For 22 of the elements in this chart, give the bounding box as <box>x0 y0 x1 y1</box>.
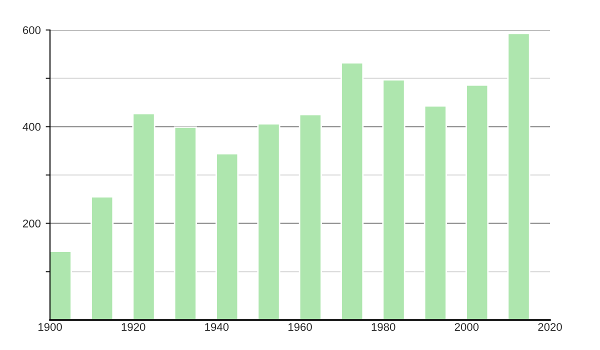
y-tick-label: 400 <box>22 122 41 131</box>
bar <box>174 126 197 320</box>
bar <box>298 114 322 320</box>
x-tick-label: 1900 <box>38 323 62 331</box>
x-tick-label: 1920 <box>122 323 146 331</box>
x-tick-label: 1940 <box>205 323 229 331</box>
bar <box>90 196 114 320</box>
bar <box>466 84 489 320</box>
bar <box>216 153 239 320</box>
bar <box>507 32 530 320</box>
bar <box>382 79 406 320</box>
bar <box>257 123 280 320</box>
bar <box>50 250 72 320</box>
x-tick-label: 2000 <box>454 323 479 331</box>
y-tick-label: 600 <box>23 26 41 34</box>
bar <box>340 62 364 320</box>
x-tick-label: 2020 <box>538 323 562 331</box>
bar <box>132 112 156 320</box>
bar <box>424 105 447 320</box>
x-tick-label: 1960 <box>288 323 312 331</box>
y-tick-label: 200 <box>22 220 41 228</box>
x-tick-label: 1980 <box>372 323 396 331</box>
